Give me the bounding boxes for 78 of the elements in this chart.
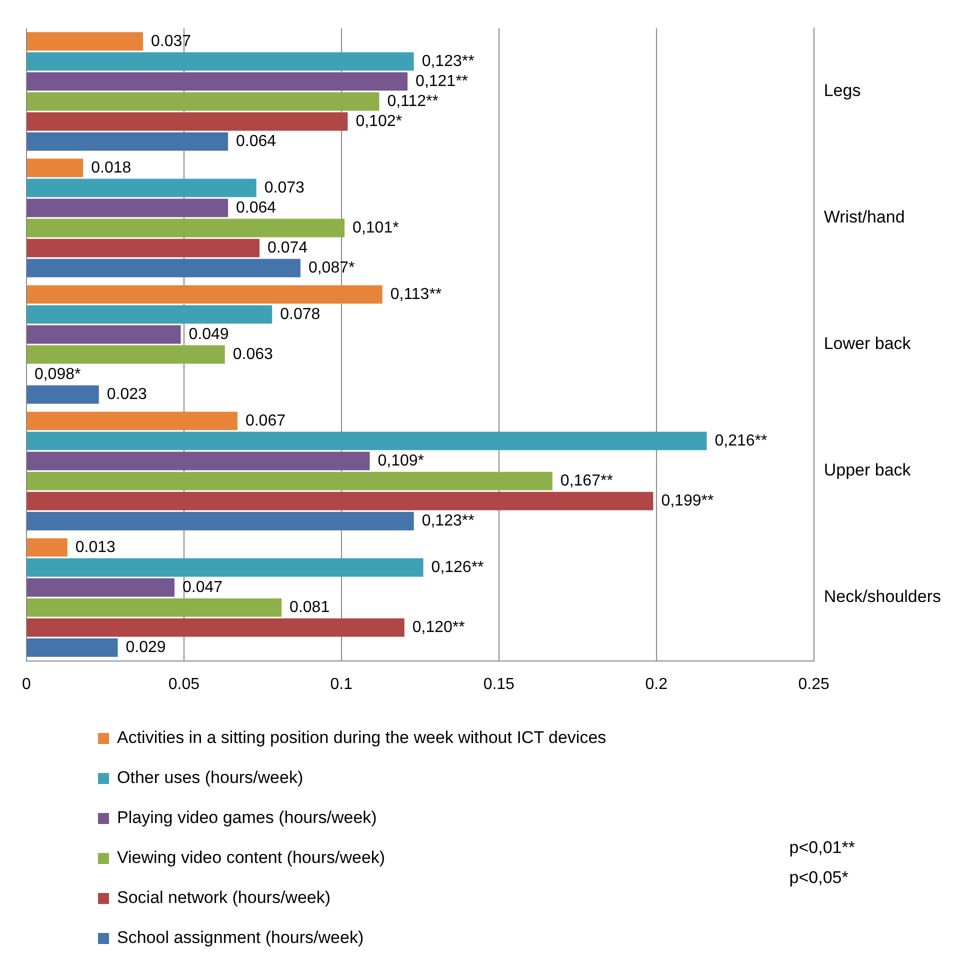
y-tick-label: Wrist/hand [824, 208, 905, 227]
data-label: 0.074 [268, 239, 308, 256]
bar [26, 198, 228, 218]
data-label: 0.067 [245, 412, 286, 430]
data-label: 0,121** [416, 72, 468, 90]
text: p<0,05* [789, 868, 850, 889]
x-tick-label: 0.25 [798, 676, 830, 693]
text: 0,098* [34, 366, 81, 383]
y-tick-label: Neck/shoulders [824, 587, 942, 606]
data-label: 0,167** [560, 472, 613, 490]
y-tick-label: Lower back [824, 334, 912, 354]
data-label: 0,120** [412, 618, 465, 636]
data-label: 0.029 [126, 639, 166, 656]
bar [26, 325, 181, 344]
data-label: 0.013 [75, 538, 116, 556]
data-label: 0.064 [236, 132, 276, 150]
bar [26, 385, 99, 404]
data-label: 0.073 [264, 179, 305, 196]
data-label: 0,113** [390, 286, 442, 303]
bar [26, 92, 380, 111]
legend-label: School assignment (hours/week) [117, 928, 364, 948]
data-label: 0,123** [422, 52, 474, 70]
bar [26, 558, 424, 577]
y-tick-label: Legs [824, 81, 861, 100]
x-tick-label: 0.1 [330, 676, 353, 693]
bar [26, 472, 552, 490]
legend-label: Activities in a sitting position during the week without ICT devices [117, 728, 606, 748]
bar [26, 538, 68, 557]
bar [26, 452, 370, 470]
bar [26, 218, 345, 238]
bar [26, 492, 654, 510]
bar [26, 432, 707, 450]
data-label: 0.081 [290, 598, 330, 616]
data-label: 0.018 [91, 159, 132, 176]
legend-label: Playing video games (hours/week) [117, 808, 377, 828]
data-label: 0,109* [378, 452, 424, 470]
text: p<0,01** [789, 838, 855, 859]
bar [26, 412, 238, 430]
data-label: 0,216** [714, 432, 768, 450]
bar [26, 578, 174, 597]
data-label: 0.064 [236, 199, 276, 216]
data-label: 0,199** [661, 492, 714, 510]
legend-label: Viewing video content (hours/week) [117, 848, 386, 868]
data-label: 0.037 [150, 32, 192, 50]
bar [26, 52, 414, 71]
bar [26, 512, 414, 530]
x-tick-label: 0.2 [645, 676, 668, 693]
bar [26, 72, 408, 91]
x-tick-label: 0 [22, 676, 31, 693]
legend-label: Social network (hours/week) [117, 888, 331, 908]
bar [26, 158, 84, 178]
x-tick-label: 0.15 [483, 676, 515, 693]
data-label: 0.047 [182, 578, 223, 596]
bar [26, 132, 228, 151]
bar [26, 112, 348, 131]
bar [26, 258, 300, 278]
bar [26, 178, 256, 198]
legend-label: Other uses (hours/week) [117, 768, 304, 788]
bar [26, 238, 260, 258]
data-label: 0,112** [387, 92, 439, 110]
data-label: 0.049 [188, 326, 229, 343]
bar [26, 618, 404, 637]
data-label: 0,101* [352, 219, 399, 236]
data-label: 0,087* [308, 259, 355, 276]
data-label: 0,126** [431, 558, 484, 576]
bar [26, 638, 118, 657]
bar [26, 345, 225, 364]
y-tick-label: Upper back [824, 460, 912, 480]
bar [26, 598, 282, 617]
bar [26, 285, 382, 304]
data-label: 0.063 [232, 346, 274, 363]
data-label: 0.078 [280, 306, 320, 323]
data-label: 0,123** [422, 512, 474, 530]
data-label: 0.023 [106, 386, 148, 403]
bar [26, 32, 143, 51]
x-tick-label: 0.05 [168, 676, 200, 693]
bar [26, 305, 272, 324]
data-label: 0,102* [356, 112, 402, 130]
